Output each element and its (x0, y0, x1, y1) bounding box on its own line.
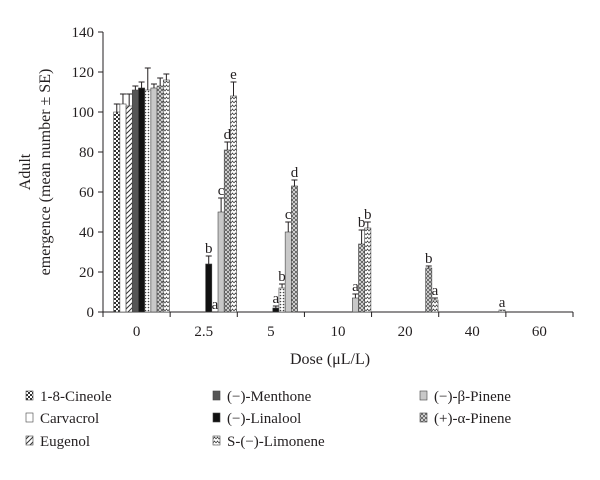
bar (138, 87, 145, 313)
x-tick-label: 20 (398, 324, 413, 340)
bar (144, 89, 152, 313)
legend-label: 1-8-Cineole (40, 389, 112, 405)
legend-swatch (25, 390, 34, 401)
bar (223, 149, 231, 313)
y-axis-title-line2: emergence (mean number ± SE) (37, 69, 54, 276)
bars (113, 67, 506, 313)
legend-label: (−)-Linalool (227, 411, 301, 427)
legend-swatch (419, 412, 428, 423)
significance-letter: d (291, 165, 299, 181)
legend-label: Carvacrol (40, 411, 99, 427)
legend-label: (−)-Menthone (227, 389, 312, 405)
legend-swatch (212, 412, 221, 423)
y-tick-label: 80 (79, 145, 94, 161)
bar (351, 297, 359, 313)
bar (156, 85, 164, 313)
bar (272, 307, 280, 313)
significance-letter: e (230, 67, 237, 83)
y-tick-label: 120 (72, 65, 95, 81)
bar (358, 243, 365, 313)
significance-letter: c (218, 183, 225, 199)
significance-letter: d (224, 127, 232, 143)
significance-letter: c (285, 207, 292, 223)
bar (284, 231, 292, 313)
bar (291, 185, 298, 313)
legend-swatch (212, 435, 221, 446)
bar (431, 299, 439, 313)
axes: 0 20 40 60 80 100 120 140 0 2.5 5 10 20 40 60 (72, 25, 574, 340)
legend-swatch (25, 435, 34, 446)
significance-letter: a (432, 283, 439, 299)
bar (278, 287, 286, 313)
y-tick-label: 140 (72, 25, 95, 41)
x-tick-label: 5 (267, 324, 275, 340)
significance-letter: b (358, 215, 366, 231)
significance-letter: a (352, 279, 359, 295)
bar (162, 79, 170, 313)
y-tick-label: 20 (79, 265, 94, 281)
x-tick-label: 40 (465, 324, 480, 340)
x-tick-label: 10 (331, 324, 346, 340)
x-tick-label: 2.5 (194, 324, 213, 340)
bar (131, 89, 139, 313)
bar (150, 87, 158, 313)
bar (119, 103, 127, 313)
legend-swatch (25, 412, 34, 423)
significance-letter: b (425, 251, 433, 267)
x-tick-label: 60 (532, 324, 547, 340)
bar (125, 105, 133, 313)
y-axis-title-line1: Adult (17, 153, 34, 190)
y-tick-label: 60 (79, 185, 94, 201)
legend: 1-8-Cineole (−)-Menthone (−)-β-Pinene Carva… (25, 389, 511, 450)
y-tick-label: 0 (87, 305, 95, 321)
significance-letter: a (212, 297, 219, 313)
legend-swatch (419, 390, 428, 401)
bar (113, 111, 121, 313)
significance-letter: a (499, 295, 506, 311)
legend-label: (+)-α-Pinene (434, 411, 511, 427)
significance-letter: a (273, 291, 280, 307)
legend-label: (−)-β-Pinene (434, 389, 511, 405)
y-tick-label: 40 (79, 225, 94, 241)
legend-swatch (212, 390, 221, 401)
y-tick-label: 100 (72, 105, 95, 121)
legend-label: Eugenol (40, 434, 90, 450)
significance-letter: b (205, 241, 213, 257)
legend-label: S-(−)-Limonene (227, 434, 325, 450)
bar (498, 309, 506, 313)
bar (364, 227, 372, 313)
bar (230, 95, 237, 313)
bar (217, 211, 225, 313)
x-axis-title: Dose (μL/L) (290, 351, 370, 368)
significance-letter: b (278, 269, 286, 285)
significance-letter: b (364, 207, 372, 223)
x-tick-label: 0 (133, 324, 141, 340)
